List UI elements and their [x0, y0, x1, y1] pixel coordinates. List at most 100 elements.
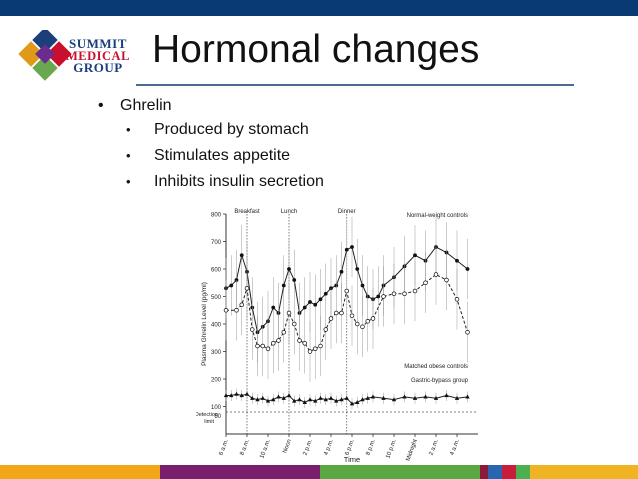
- data-point: [402, 291, 407, 296]
- data-point: [381, 395, 386, 400]
- data-point: [249, 327, 255, 332]
- y-tick-label: 500: [211, 295, 222, 301]
- data-point: [286, 310, 292, 316]
- logo-diamond-mark: [18, 30, 72, 81]
- y-tick-label: 700: [211, 240, 222, 246]
- data-point: [365, 395, 370, 400]
- data-point: [244, 285, 250, 291]
- data-point: [465, 329, 470, 335]
- data-point: [412, 288, 418, 294]
- bottom-bar-segment: [0, 465, 160, 479]
- bullet-glyph: •: [98, 97, 104, 114]
- data-point: [250, 395, 255, 400]
- data-point: [255, 343, 260, 349]
- bullet-glyph: •: [126, 148, 131, 163]
- summit-medical-group-logo: [18, 30, 72, 81]
- data-point: [223, 307, 229, 313]
- data-point: [412, 395, 418, 400]
- data-point: [402, 394, 407, 399]
- x-tick-label: Midnight: [405, 438, 419, 462]
- data-point: [292, 398, 297, 403]
- data-point: [234, 391, 239, 396]
- x-tick-label: 10 a.m.: [259, 438, 272, 459]
- bullet-text: Ghrelin: [120, 97, 172, 114]
- data-point: [376, 294, 381, 299]
- x-tick-label: 8 p.m.: [366, 438, 377, 456]
- data-point: [281, 395, 286, 400]
- data-point: [313, 302, 318, 307]
- bottom-bar-segment: [502, 465, 516, 479]
- bullet-text: Stimulates appetite: [154, 147, 291, 164]
- data-point: [360, 283, 365, 288]
- data-point: [391, 291, 397, 296]
- data-point: [344, 288, 350, 294]
- data-point: [265, 398, 271, 403]
- data-point: [318, 343, 323, 349]
- data-point: [291, 321, 297, 327]
- y-tick-label: 800: [211, 213, 222, 219]
- data-point: [433, 395, 439, 400]
- x-tick-label: Noon: [282, 439, 293, 455]
- logo-wordmark: SUMMIT MEDICAL GROUP: [66, 36, 130, 74]
- data-point: [229, 393, 234, 398]
- meal-label: Dinner: [338, 209, 356, 215]
- data-point: [292, 278, 297, 282]
- top-accent-bar: [0, 0, 638, 16]
- data-point: [355, 267, 360, 271]
- data-point: [302, 305, 307, 310]
- data-point: [328, 395, 334, 400]
- logo-line-summit: SUMMIT: [69, 36, 127, 51]
- series-label: Normal-weight controls: [407, 213, 468, 219]
- bottom-bar-segment: [516, 465, 530, 479]
- data-point: [423, 280, 428, 285]
- bullet-glyph: •: [126, 174, 131, 189]
- data-point: [365, 318, 371, 324]
- slide-title: Hormonal changes: [152, 28, 480, 71]
- data-point: [260, 343, 265, 349]
- x-tick-label: 2 a.m.: [429, 438, 440, 456]
- x-axis-label: Time: [344, 455, 360, 464]
- x-tick-label: 6 p.m.: [345, 438, 356, 456]
- data-point: [355, 399, 360, 404]
- data-point: [444, 277, 449, 283]
- logo-line-medical: MEDICAL: [66, 49, 130, 63]
- x-tick-label: 10 p.m.: [385, 438, 398, 459]
- bottom-bar-segment: [160, 465, 320, 479]
- data-point: [465, 394, 470, 399]
- data-point: [350, 245, 354, 249]
- detection-limit-label: Detection: [196, 412, 218, 418]
- bullet-text: Produced by stomach: [154, 121, 309, 138]
- bottom-bar-segment: [488, 465, 502, 479]
- y-tick-label: 100: [211, 405, 222, 411]
- data-point: [454, 296, 460, 302]
- x-tick-label: 2 p.m.: [303, 438, 314, 456]
- x-tick-label: 4 a.m.: [450, 438, 461, 456]
- data-point: [271, 397, 276, 402]
- data-point: [312, 346, 318, 352]
- data-point: [223, 393, 229, 398]
- y-axis-label: Plasma Ghrelin Level (pg/ml): [201, 282, 208, 366]
- data-point: [297, 338, 302, 343]
- y-tick-label: 300: [211, 350, 222, 356]
- data-point: [455, 258, 459, 263]
- series-label: Gastric-bypass group: [411, 378, 469, 384]
- data-point: [271, 305, 276, 310]
- data-point: [323, 397, 328, 402]
- y-tick-label: 80: [214, 414, 221, 420]
- data-point: [265, 346, 271, 352]
- data-point: [370, 394, 376, 399]
- data-point: [307, 397, 313, 402]
- data-point: [307, 349, 313, 354]
- data-point: [302, 399, 307, 404]
- data-point: [444, 393, 449, 398]
- data-point: [334, 310, 339, 316]
- ghrelin-chart: 100 200 300 400 500 600 700 800 80Detectionlimit…: [196, 209, 478, 464]
- data-point: [360, 324, 365, 329]
- data-point: [391, 397, 397, 402]
- data-point: [281, 283, 286, 288]
- bottom-bar-segment: [320, 465, 480, 479]
- data-point: [297, 397, 302, 402]
- x-tick-label: 4 p.m.: [324, 438, 335, 456]
- data-point: [339, 397, 344, 402]
- data-point: [433, 272, 439, 277]
